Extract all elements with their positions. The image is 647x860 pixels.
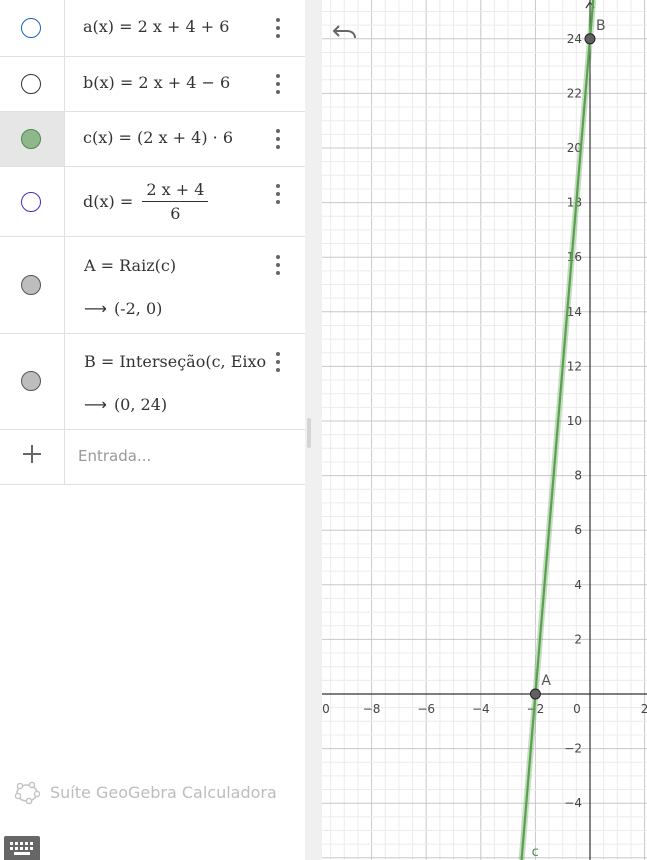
keyboard-icon bbox=[10, 842, 33, 855]
y-tick-label: −4 bbox=[564, 796, 582, 810]
resize-handle[interactable] bbox=[307, 418, 311, 448]
expression-point-b[interactable]: B = Interseção(c, Eixo Y) bbox=[84, 352, 269, 371]
y-tick-label: 4 bbox=[574, 578, 582, 592]
fraction-numerator: 2 x + 4 bbox=[142, 180, 209, 202]
algebra-item-c[interactable]: c(x) = (2 x + 4) · 6 bbox=[0, 112, 305, 167]
y-tick-label: −2 bbox=[564, 742, 582, 756]
x-tick-label: 0 bbox=[573, 702, 581, 716]
algebra-view: a(x) = 2 x + 4 + 6 b(x) = 2 x + 4 − 6 c(… bbox=[0, 0, 305, 860]
visibility-toggle-a[interactable] bbox=[21, 18, 41, 38]
fraction: 2 x + 4 6 bbox=[142, 180, 209, 223]
marble-cell bbox=[0, 57, 65, 111]
y-tick-label: 22 bbox=[567, 86, 582, 100]
function-c-label: c bbox=[532, 845, 539, 860]
add-cell bbox=[0, 430, 65, 484]
x-tick-label: 2 bbox=[641, 702, 647, 716]
input-row[interactable] bbox=[0, 430, 305, 485]
visibility-toggle-d[interactable] bbox=[21, 192, 41, 212]
point-label-a: A bbox=[541, 673, 551, 689]
result-point-a: ⟶ (-2, 0) bbox=[84, 299, 162, 318]
y-tick-label: 12 bbox=[567, 359, 582, 373]
y-tick-label: 14 bbox=[567, 305, 582, 319]
keyboard-button[interactable] bbox=[4, 836, 40, 860]
app-brand: Suíte GeoGebra Calculadora bbox=[14, 779, 277, 805]
point-a[interactable] bbox=[529, 688, 541, 700]
more-vert-icon[interactable] bbox=[268, 350, 288, 374]
more-vert-icon[interactable] bbox=[268, 253, 288, 277]
algebra-item-point-b[interactable]: B = Interseção(c, Eixo Y) ⟶ (0, 24) bbox=[0, 334, 305, 430]
visibility-toggle-point-b[interactable] bbox=[21, 371, 41, 391]
visibility-toggle-point-a[interactable] bbox=[21, 275, 41, 295]
visibility-toggle-b[interactable] bbox=[21, 74, 41, 94]
expression-lhs: d(x) = bbox=[83, 192, 134, 211]
undo-icon bbox=[332, 25, 356, 39]
marble-cell bbox=[0, 237, 65, 333]
function-c-line[interactable] bbox=[520, 0, 595, 860]
x-tick-label: −6 bbox=[417, 702, 435, 716]
x-tick-label: −2 bbox=[527, 702, 545, 716]
plus-icon[interactable] bbox=[23, 445, 41, 463]
x-tick-label: −8 bbox=[363, 702, 381, 716]
algebra-item-a[interactable]: a(x) = 2 x + 4 + 6 bbox=[0, 0, 305, 57]
expression-point-a[interactable]: A = Raiz(c) bbox=[84, 256, 177, 275]
view-splitter[interactable] bbox=[305, 0, 322, 860]
more-vert-icon[interactable] bbox=[268, 72, 288, 96]
app-name: Suíte GeoGebra Calculadora bbox=[50, 782, 277, 802]
y-tick-label: 10 bbox=[567, 414, 582, 428]
y-tick-label: 8 bbox=[574, 469, 582, 483]
expression-d[interactable]: d(x) = 2 x + 4 6 bbox=[83, 180, 209, 223]
expression-b[interactable]: b(x) = 2 x + 4 − 6 bbox=[83, 73, 231, 92]
result-value: (0, 24) bbox=[113, 395, 168, 414]
more-vert-icon[interactable] bbox=[268, 182, 288, 206]
algebra-input[interactable] bbox=[76, 442, 300, 470]
marble-cell bbox=[0, 112, 65, 166]
point-b[interactable] bbox=[584, 33, 596, 45]
expression-c[interactable]: c(x) = (2 x + 4) · 6 bbox=[83, 128, 234, 147]
y-tick-label: 24 bbox=[567, 32, 582, 46]
y-tick-label: 20 bbox=[567, 141, 582, 155]
y-tick-label: 18 bbox=[567, 196, 582, 210]
geogebra-logo-icon bbox=[14, 781, 40, 805]
undo-button[interactable] bbox=[330, 18, 360, 44]
algebra-item-point-a[interactable]: A = Raiz(c) ⟶ (-2, 0) bbox=[0, 237, 305, 334]
result-arrow-icon: ⟶ bbox=[84, 299, 107, 318]
expression-a[interactable]: a(x) = 2 x + 4 + 6 bbox=[83, 17, 230, 36]
x-tick-label: −4 bbox=[472, 702, 490, 716]
algebra-item-d[interactable]: d(x) = 2 x + 4 6 bbox=[0, 167, 305, 237]
result-point-b: ⟶ (0, 24) bbox=[84, 395, 167, 414]
fraction-denominator: 6 bbox=[170, 204, 181, 223]
visibility-toggle-c[interactable] bbox=[21, 129, 41, 149]
marble-cell bbox=[0, 0, 65, 56]
y-tick-label: 6 bbox=[574, 523, 582, 537]
result-arrow-icon: ⟶ bbox=[84, 395, 107, 414]
more-vert-icon[interactable] bbox=[268, 127, 288, 151]
result-value: (-2, 0) bbox=[113, 299, 163, 318]
x-tick-label: 0 bbox=[322, 702, 330, 716]
marble-cell bbox=[0, 334, 65, 429]
marble-cell bbox=[0, 167, 65, 236]
point-label-b: B bbox=[596, 18, 606, 34]
algebra-item-b[interactable]: b(x) = 2 x + 4 − 6 bbox=[0, 57, 305, 112]
more-vert-icon[interactable] bbox=[268, 16, 288, 40]
y-tick-label: 2 bbox=[574, 632, 582, 646]
